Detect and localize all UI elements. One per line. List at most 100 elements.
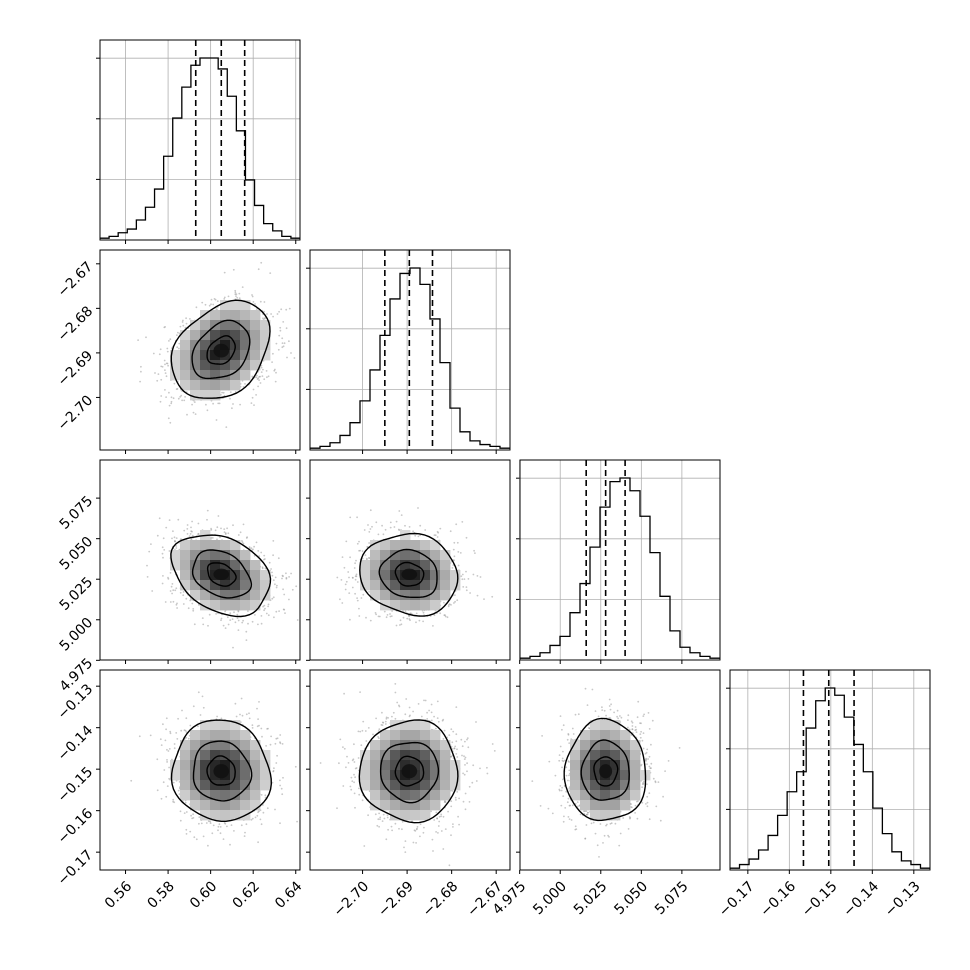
scatter-point xyxy=(274,369,276,371)
scatter-point xyxy=(280,742,282,744)
density-bin xyxy=(230,750,240,760)
scatter-point xyxy=(336,807,338,809)
density-bin xyxy=(370,770,380,780)
scatter-point xyxy=(572,805,574,807)
scatter-point xyxy=(382,820,384,822)
scatter-point xyxy=(189,725,191,727)
scatter-point xyxy=(357,543,359,545)
scatter-point xyxy=(460,575,462,577)
scatter-point xyxy=(213,825,215,827)
scatter-point xyxy=(405,610,407,612)
density-bin xyxy=(200,380,210,390)
scatter-point xyxy=(187,524,189,526)
scatter-point xyxy=(390,522,392,524)
scatter-point xyxy=(394,526,396,528)
scatter-point xyxy=(228,296,230,298)
scatter-point xyxy=(632,722,634,724)
scatter-point xyxy=(220,832,222,834)
scatter-point xyxy=(615,823,617,825)
scatter-point xyxy=(647,802,649,804)
scatter-point xyxy=(409,707,411,709)
scatter-point xyxy=(358,615,360,617)
scatter-point xyxy=(221,392,223,394)
scatter-point xyxy=(641,786,643,788)
scatter-point xyxy=(398,510,400,512)
density-bin xyxy=(250,350,260,360)
scatter-point xyxy=(165,396,167,398)
scatter-point xyxy=(645,753,647,755)
scatter-point xyxy=(641,802,643,804)
scatter-point xyxy=(642,740,644,742)
scatter-point xyxy=(376,825,378,827)
scatter-point xyxy=(212,537,214,539)
scatter-point xyxy=(425,700,427,702)
scatter-point xyxy=(260,728,262,730)
scatter-point xyxy=(163,781,165,783)
scatter-point xyxy=(165,740,167,742)
x-tick-label: −0.15 xyxy=(799,878,841,920)
scatter-point xyxy=(255,377,257,379)
scatter-point xyxy=(286,577,288,579)
density-bin xyxy=(430,600,440,610)
scatter-point xyxy=(439,528,441,530)
scatter-point xyxy=(224,272,226,274)
scatter-point xyxy=(256,708,258,710)
scatter-point xyxy=(280,308,282,310)
scatter-point xyxy=(646,796,648,798)
scatter-point xyxy=(168,392,170,394)
density-bin xyxy=(240,310,250,320)
scatter-point xyxy=(215,308,217,310)
x-tick-label: −0.14 xyxy=(840,878,882,920)
scatter-point xyxy=(450,530,452,532)
scatter-point xyxy=(168,578,170,580)
scatter-point xyxy=(349,619,351,621)
scatter-point xyxy=(469,592,471,594)
density-bin xyxy=(210,540,220,550)
scatter-point xyxy=(172,530,174,532)
scatter-point xyxy=(185,802,187,804)
scatter-point xyxy=(424,529,426,531)
scatter-point xyxy=(137,339,139,341)
scatter-point xyxy=(273,596,275,598)
scatter-point xyxy=(170,732,172,734)
scatter-point xyxy=(362,594,364,596)
density-bin xyxy=(240,800,250,810)
scatter-point xyxy=(219,536,221,538)
scatter-point xyxy=(168,750,170,752)
y-tick-label: −0.16 xyxy=(55,806,97,848)
scatter-point xyxy=(163,537,165,539)
scatter-point xyxy=(266,376,268,378)
scatter-point xyxy=(285,572,287,574)
scatter-point xyxy=(634,729,636,731)
scatter-point xyxy=(352,587,354,589)
scatter-point xyxy=(180,326,182,328)
density-bin xyxy=(630,790,640,800)
scatter-point xyxy=(419,620,421,622)
scatter-point xyxy=(473,550,475,552)
scatter-point xyxy=(395,823,397,825)
scatter-point xyxy=(415,842,417,844)
scatter-point xyxy=(263,812,265,814)
scatter-point xyxy=(246,639,248,641)
scatter-point xyxy=(140,366,142,368)
scatter-point xyxy=(354,793,356,795)
scatter-point xyxy=(438,821,440,823)
scatter-point xyxy=(286,327,288,329)
scatter-point xyxy=(251,547,253,549)
scatter-point xyxy=(348,762,350,764)
scatter-point xyxy=(178,790,180,792)
scatter-point xyxy=(226,826,228,828)
scatter-point xyxy=(148,551,150,553)
scatter-point xyxy=(412,711,414,713)
scatter-point xyxy=(180,810,182,812)
scatter-point xyxy=(262,375,264,377)
scatter-point xyxy=(160,738,162,740)
scatter-point xyxy=(610,703,612,705)
x-tick-label: 5.025 xyxy=(571,878,611,918)
scatter-point xyxy=(386,718,388,720)
scatter-point xyxy=(162,723,164,725)
scatter-point xyxy=(223,528,225,530)
scatter-point xyxy=(456,748,458,750)
scatter-point xyxy=(189,831,191,833)
scatter-point xyxy=(339,598,341,600)
